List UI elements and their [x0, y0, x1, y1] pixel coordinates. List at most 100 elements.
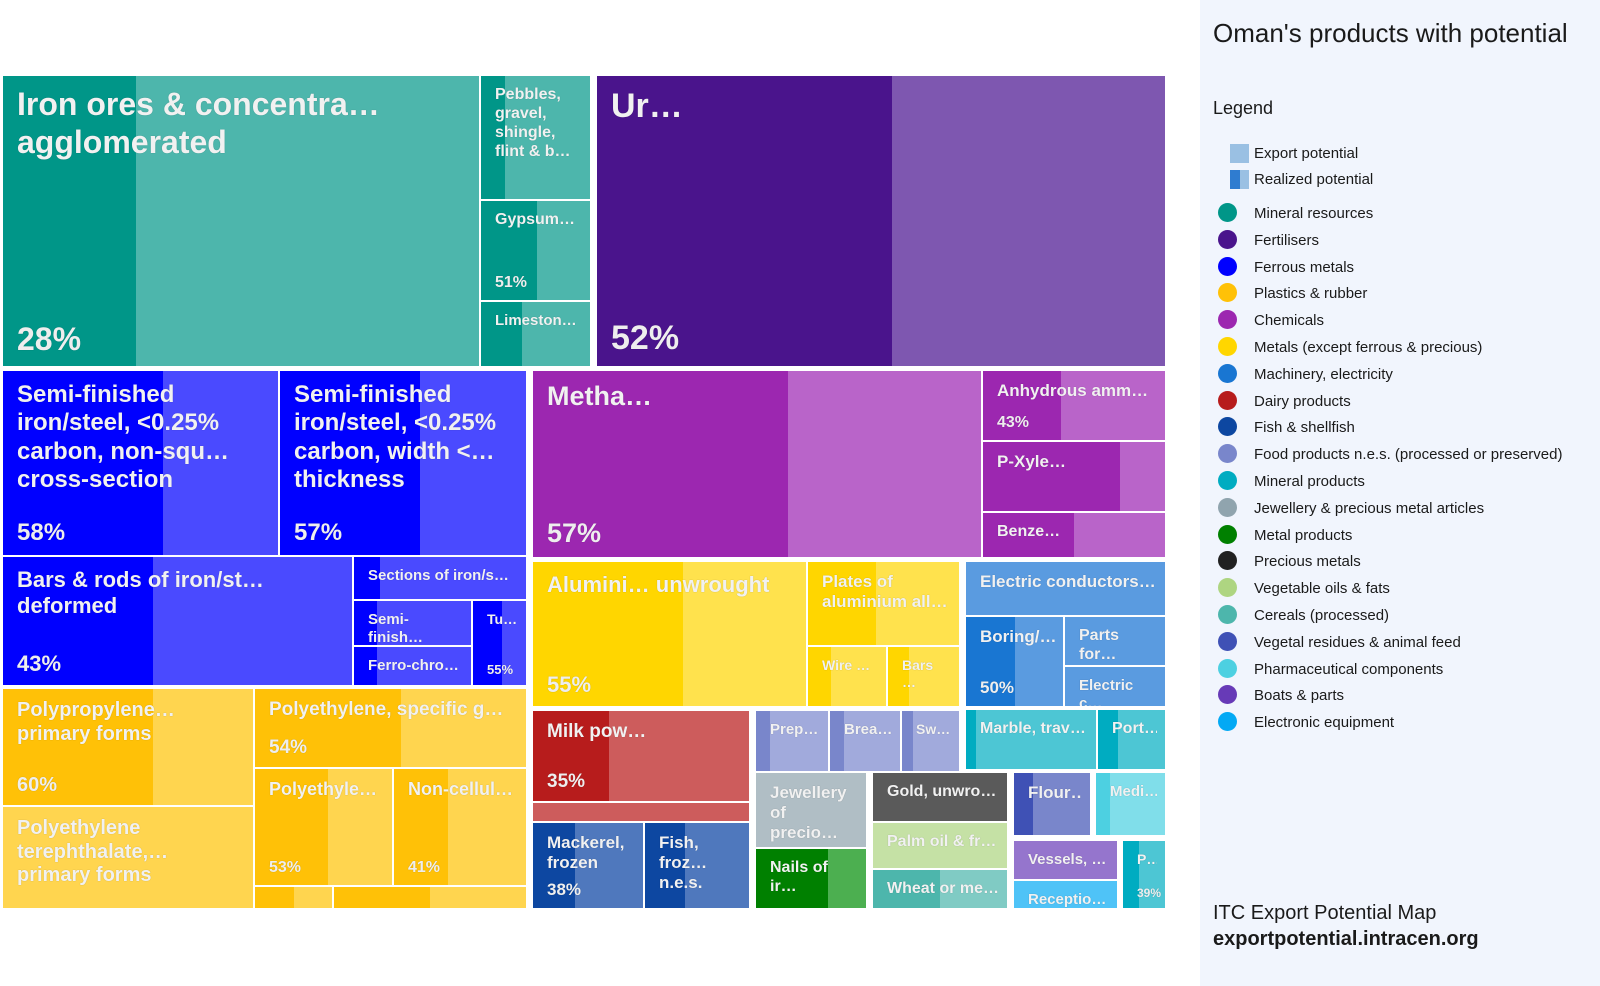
legend-dot-icon: [1218, 337, 1237, 356]
treemap-tile[interactable]: Sw…: [901, 710, 960, 772]
treemap-tile[interactable]: Bars & rods of iron/st… deformed 43%: [2, 556, 353, 686]
legend-item-label: Electronic equipment: [1254, 714, 1395, 732]
tile-label: Sections of iron/s…: [368, 567, 509, 584]
realized-potential-bar: [3, 371, 163, 555]
treemap-tile[interactable]: Polyethylene, specific g… 54%: [254, 688, 527, 768]
tile-label: Palm oil & fr…: [887, 833, 997, 850]
treemap-tile[interactable]: Port…: [1097, 709, 1166, 770]
tile-label: Non-cellul…: [408, 779, 514, 799]
treemap-tile[interactable]: Medi…: [1095, 772, 1166, 836]
legend-dot-icon: [1218, 471, 1237, 490]
treemap-tile[interactable]: Ur… 52%: [596, 75, 1166, 367]
source-url[interactable]: exportpotential.intracen.org: [1213, 928, 1479, 950]
treemap-tile[interactable]: Milk pow… 35%: [532, 710, 750, 802]
treemap-tile[interactable]: Polyethylene terephthalate,… primary for…: [2, 806, 254, 909]
treemap-tile[interactable]: Vessels, …: [1013, 840, 1118, 880]
treemap-tile[interactable]: Wheat or me…: [872, 869, 1008, 909]
treemap-tile[interactable]: Pebbles, gravel, shingle, flint & b…: [480, 75, 591, 200]
realized-potential-bar: [3, 557, 154, 685]
tile-label: Brea…: [844, 721, 892, 738]
treemap-tile[interactable]: Jewellery of precio…: [755, 772, 867, 848]
treemap-tile[interactable]: Polypropylene… primary forms 60%: [2, 688, 254, 806]
treemap-tile[interactable]: Polyethyle… 53%: [254, 768, 393, 886]
treemap-tile[interactable]: Receptio…: [1013, 880, 1118, 909]
tile-percentage: 52%: [611, 319, 680, 357]
realized-potential-swatch-light: [1240, 170, 1249, 189]
treemap-tile[interactable]: Mackerel, frozen 38%: [532, 822, 644, 909]
treemap-tile[interactable]: Parts for…: [1064, 616, 1166, 666]
treemap-tile[interactable]: Semi-finished iron/steel, <0.25% carbon,…: [279, 370, 527, 556]
treemap-tile[interactable]: Flour…: [1013, 772, 1091, 836]
chart-title: Oman's products with potential: [1213, 18, 1568, 48]
treemap-tile[interactable]: Semi-finished iron/steel, <0.25% carbon,…: [2, 370, 279, 556]
realized-potential-bar: [756, 711, 771, 771]
tile-percentage: 35%: [547, 771, 586, 792]
tile-percentage: 53%: [269, 859, 302, 876]
tile-percentage: 39%: [1137, 886, 1162, 900]
legend-dot-icon: [1218, 363, 1237, 383]
treemap-tile[interactable]: Non-cellul… 41%: [393, 768, 527, 886]
legend-dot-icon: [1218, 685, 1237, 705]
treemap-tile[interactable]: Nails of ir…: [755, 848, 867, 909]
tile-percentage: 43%: [997, 414, 1030, 431]
treemap-tile[interactable]: Marble, trav…: [965, 709, 1097, 770]
treemap-tile[interactable]: [333, 886, 527, 909]
realized-potential-swatch: [1230, 170, 1240, 189]
treemap-tile[interactable]: Electric conductors…: [965, 561, 1166, 616]
realized-potential-bar: [808, 647, 832, 706]
treemap-tile[interactable]: Anhydrous amm… 43%: [982, 370, 1166, 441]
treemap-tile[interactable]: [532, 802, 750, 822]
treemap-tile[interactable]: Alumini… unwrought 55%: [532, 561, 807, 707]
treemap-tile[interactable]: Wire …: [807, 646, 887, 707]
legend-dot-icon: [1218, 551, 1237, 571]
treemap-tile[interactable]: Bars …: [887, 646, 960, 707]
tile-label: Fish, froz… n.e.s.: [659, 833, 708, 893]
treemap-tile[interactable]: Prep…: [755, 710, 829, 772]
treemap-tile[interactable]: P-Xyle…: [982, 441, 1166, 512]
treemap-tile[interactable]: Tu… 55%: [472, 600, 527, 686]
legend-dot-icon: [1218, 256, 1237, 276]
treemap-tile[interactable]: Gypsum… 51%: [480, 200, 591, 301]
treemap-tile[interactable]: Palm oil & fr…: [872, 822, 1008, 869]
tile-label: Electric conductors…: [980, 572, 1156, 591]
tile-label: Sw…: [916, 721, 951, 737]
tile-label: Flour…: [1028, 783, 1082, 802]
legend-dot-icon: [1218, 310, 1237, 330]
tile-label: Pebbles, gravel, shingle, flint & b…: [495, 86, 571, 160]
realized-potential-bar: [354, 647, 378, 685]
treemap-tile[interactable]: [254, 886, 333, 909]
realized-potential-bar: [1096, 773, 1110, 835]
treemap-tile[interactable]: Brea…: [829, 710, 901, 772]
tile-label: Semi-finished iron/steel, <0.25% carbon,…: [17, 381, 229, 493]
treemap-tile[interactable]: Gold, unwro…: [872, 772, 1008, 822]
treemap-tile[interactable]: Boring/… 50%: [965, 616, 1064, 707]
treemap-tile[interactable]: Metha… 57%: [532, 370, 982, 558]
treemap-tile[interactable]: Sections of iron/s…: [353, 556, 527, 600]
tile-label: Alumini… unwrought: [547, 572, 770, 597]
treemap-tile[interactable]: Ferro-chro…: [353, 646, 472, 686]
treemap-tile[interactable]: P… 39%: [1122, 840, 1166, 909]
realized-potential-bar: [830, 711, 844, 771]
treemap-tile[interactable]: Plates of aluminium all…: [807, 561, 960, 646]
realized-potential-bar: [481, 201, 537, 300]
treemap-tile[interactable]: Fish, froz… n.e.s.: [644, 822, 750, 909]
legend-dot-icon: [1218, 229, 1237, 249]
treemap-tile[interactable]: Semi-finish…: [353, 600, 472, 646]
treemap-tile[interactable]: Electric c…: [1064, 666, 1166, 707]
realized-potential-bar: [3, 76, 137, 366]
tile-label: Marble, trav…: [980, 720, 1086, 737]
realized-potential-bar: [966, 710, 977, 769]
realized-potential-bar: [354, 557, 380, 599]
realized-potential-bar: [533, 562, 684, 706]
legend-item-label: Ferrous metals: [1254, 258, 1355, 276]
treemap-tile[interactable]: Iron ores & concentra… agglomerated 28%: [2, 75, 480, 367]
realized-potential-bar: [983, 371, 1062, 440]
tile-percentage: 55%: [487, 662, 514, 677]
realized-potential-bar: [966, 617, 1015, 706]
treemap-tile[interactable]: Benze…: [982, 512, 1166, 558]
legend-item-label: Cereals (processed): [1254, 607, 1390, 624]
realized-potential-bar: [354, 601, 378, 645]
tile-percentage: 57%: [547, 518, 602, 548]
treemap-tile[interactable]: Limeston…: [480, 301, 591, 367]
realized-potential-bar: [873, 870, 940, 908]
